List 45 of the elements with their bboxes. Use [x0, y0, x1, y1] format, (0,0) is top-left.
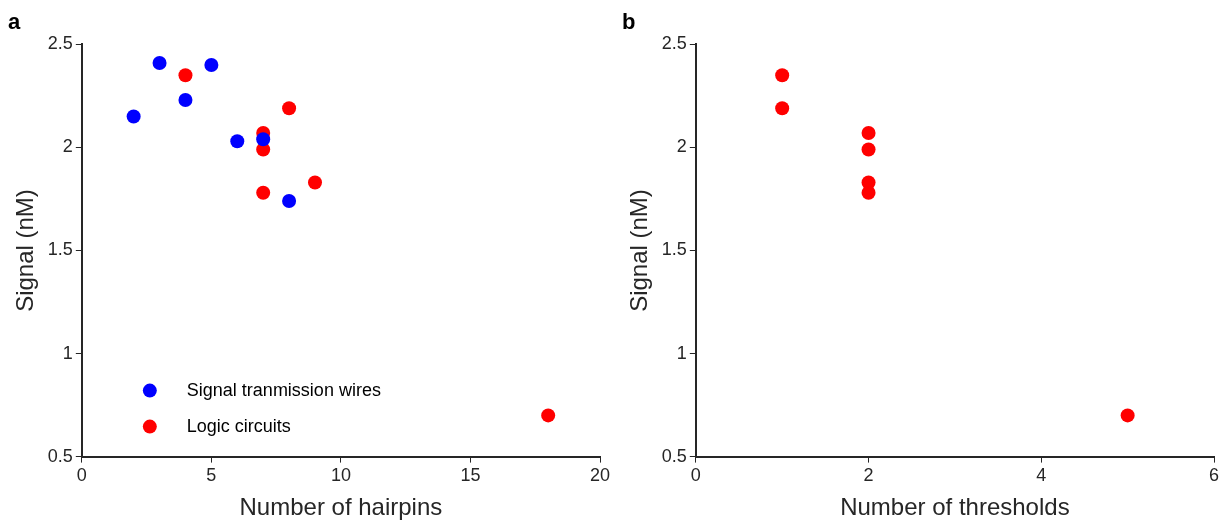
point [775, 101, 790, 116]
point [126, 109, 141, 124]
y-tick-label: 1.5 [661, 239, 687, 260]
point [861, 126, 876, 141]
point [861, 185, 876, 200]
x-tick-label: 6 [1208, 465, 1220, 486]
y-axis-title: Signal (nM) [625, 189, 653, 312]
y-tick-label: 2.5 [661, 33, 687, 54]
chart-title: b [622, 9, 636, 35]
point [256, 185, 271, 200]
point [230, 134, 245, 149]
point [775, 68, 790, 83]
chart-title: a [8, 9, 21, 35]
x-tick-label: 0 [76, 465, 87, 486]
x-tick-label: 20 [589, 465, 611, 486]
legend-label: Logic circuits [186, 415, 291, 436]
x-tick-label: 5 [206, 465, 217, 486]
y-axis-title: Signal (nM) [11, 189, 39, 312]
point [256, 132, 271, 147]
x-tick-label: 0 [690, 465, 701, 486]
point [178, 68, 193, 83]
point [861, 142, 876, 157]
y-tick-label: 1 [676, 342, 687, 363]
point [178, 93, 193, 108]
point [152, 55, 167, 70]
y-tick-label: 1.5 [47, 239, 73, 260]
y-tick-label: 0.5 [47, 445, 73, 466]
x-tick-label: 10 [330, 465, 351, 486]
x-axis-title: Number of hairpins [239, 493, 443, 521]
y-tick-label: 2.5 [47, 33, 73, 54]
point [308, 175, 322, 190]
y-tick-label: 1 [62, 342, 73, 363]
point [282, 194, 297, 209]
point [282, 101, 297, 116]
x-tick-label: 15 [460, 465, 481, 486]
y-tick-label: 2 [62, 136, 73, 157]
point [541, 408, 556, 423]
x-tick-label: 2 [863, 465, 874, 486]
x-tick-label: 4 [1036, 465, 1047, 486]
point [1120, 408, 1135, 423]
x-axis-title: Number of thresholds [840, 493, 1070, 521]
y-tick-label: 0.5 [661, 445, 687, 466]
legend-label: Signal tranmission wires [186, 379, 381, 400]
y-tick-label: 2 [676, 136, 687, 157]
point [204, 58, 219, 73]
